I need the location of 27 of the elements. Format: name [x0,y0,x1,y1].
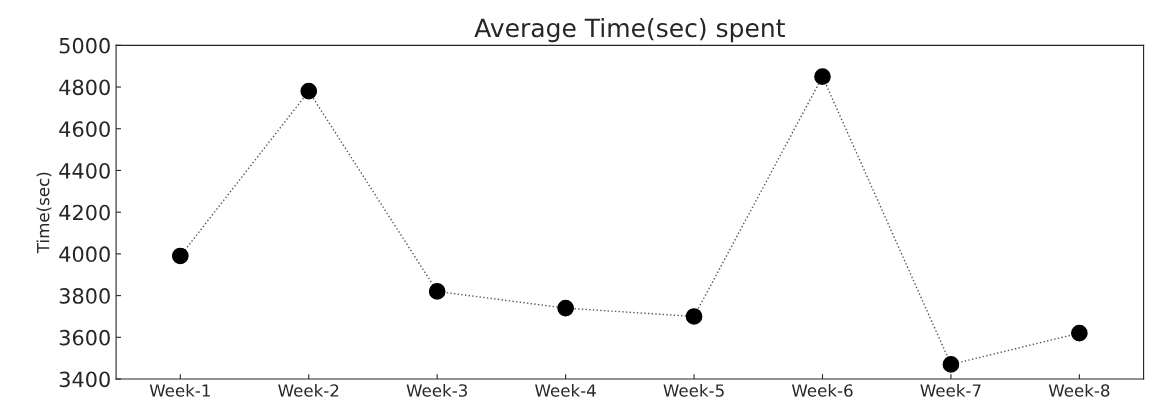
point [685,308,703,325]
x-tick-label: Week-2 [278,383,339,397]
point [814,68,831,85]
y-tick-label: 4400 [59,162,110,179]
x-tick-label: Week-6 [791,383,853,397]
point [428,283,446,300]
point [557,299,574,317]
point [1071,324,1088,342]
x-tick-label: Week-5 [663,383,724,397]
y-tick-label: 4000 [59,246,110,263]
y-tick-label: 3400 [59,371,110,388]
y-tick-label: 4800 [59,79,110,96]
x-tick-label: Week-4 [535,383,596,397]
y-tick-label: 4200 [59,204,110,221]
point [171,247,189,265]
x-tick-label: Week-3 [406,383,467,397]
y-axis-title: Time(sec) [36,172,52,254]
chart-title: Average Time(sec) spent [474,17,785,43]
point [942,356,960,373]
y-tick-label: 3600 [59,329,110,346]
point [300,82,318,100]
x-tick-label: Week-7 [920,383,981,397]
y-tick-label: 3800 [59,288,110,304]
x-tick-label: Week-1 [149,383,210,397]
x-tick-label: Week-8 [1048,383,1110,397]
y-tick-label: 5000 [59,37,110,54]
y-tick-label: 4600 [59,121,110,137]
